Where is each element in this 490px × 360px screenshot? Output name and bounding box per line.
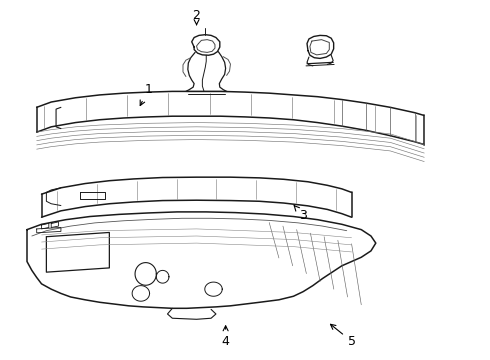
Text: 5: 5 [330,324,356,348]
Text: 3: 3 [294,206,307,222]
Text: 2: 2 [193,9,200,25]
Text: 1: 1 [140,83,152,105]
Text: 4: 4 [221,326,229,348]
